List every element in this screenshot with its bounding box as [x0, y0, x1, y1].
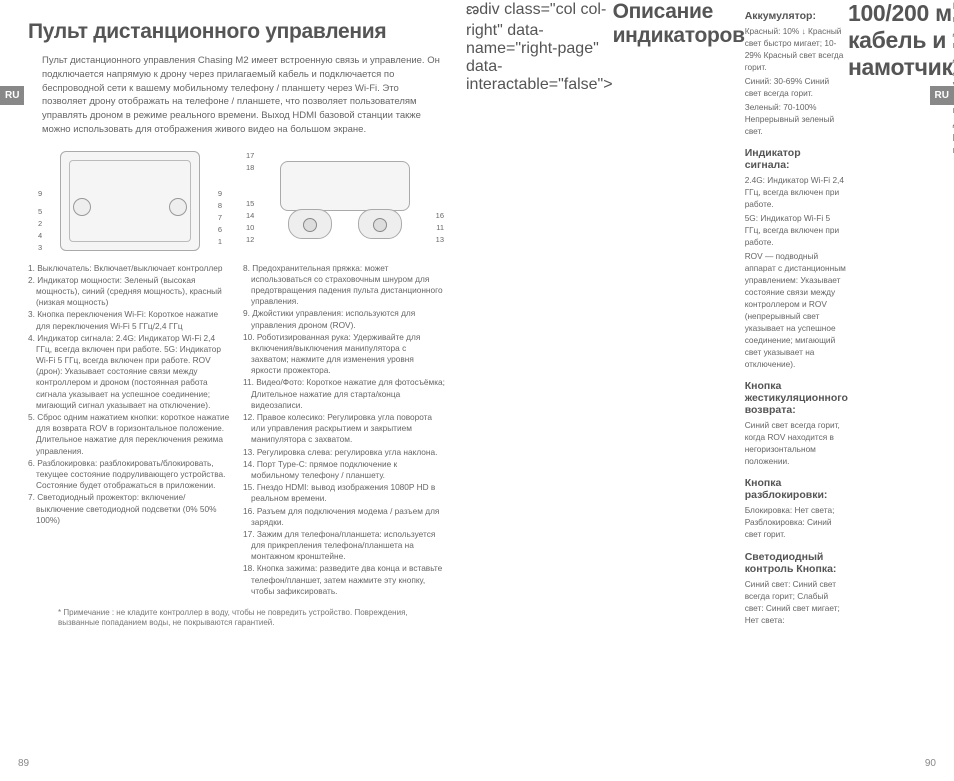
page-number-right: 90 [925, 758, 936, 769]
callout: 14 [246, 211, 254, 220]
legend-item: 15. Гнездо HDMI: вывод изображения 1080P… [243, 482, 446, 504]
legend-item: 1. Выключатель: Включает/выключает контр… [28, 263, 231, 274]
legend-item: 16. Разъем для подключения модема / разъ… [243, 506, 446, 528]
section-title: Светодиодный контроль Кнопка: [745, 551, 848, 575]
controller-front-diagram: 17 18 15 14 10 12 16 11 13 [246, 151, 446, 251]
legend: 1. Выключатель: Включает/выключает контр… [28, 263, 446, 598]
section-line: Синий: 30-69% Синий свет всегда горит. [745, 75, 848, 99]
section-line: ROV — подводный аппарат с дистанционным … [745, 250, 848, 370]
legend-col1: 1. Выключатель: Включает/выключает контр… [28, 263, 231, 598]
indicator-sections: Аккумулятор: Красный: 10% ↓ Красный свет … [745, 0, 848, 781]
callout: 18 [246, 163, 254, 172]
left-title: Пульт дистанционного управления [28, 20, 446, 44]
callout: 16 [436, 211, 444, 220]
section-title: Индикатор сигнала: [745, 147, 848, 171]
left-footnote: * Примечание : не кладите контроллер в в… [28, 608, 446, 629]
callout: 5 [38, 207, 42, 216]
manual-spread: RU Пульт дистанционного управления Пульт… [0, 0, 954, 781]
legend-col2: 8. Предохранительная пряжка: может испол… [243, 263, 446, 598]
legend-item: 12. Правое колесико: Регулировка угла по… [243, 412, 446, 446]
controller-back-diagram: 9 5 2 4 3 9 8 7 6 1 [38, 151, 228, 251]
legend-item: 14. Порт Type-C: прямое подключение к мо… [243, 459, 446, 481]
callout: 9 [218, 189, 222, 198]
callout: 7 [218, 213, 222, 222]
callout: 3 [38, 243, 42, 252]
callout: 13 [436, 235, 444, 244]
legend-item: 6. Разблокировка: разблокировать/блокиро… [28, 458, 231, 492]
section-line: Блокировка: Нет света; Разблокировка: Си… [745, 504, 848, 540]
legend-item: 4. Индикатор сигнала: 2.4G: Индикатор Wi… [28, 333, 231, 411]
section-title: Кнопка разблокировки: [745, 477, 848, 501]
legend-item: 5. Сброс одним нажатием кнопки: короткое… [28, 412, 231, 457]
callout: 17 [246, 151, 254, 160]
legend-item: 3. Кнопка переключения Wi-Fi: Короткое н… [28, 309, 231, 331]
legend-item: 17. Зажим для телефона/планшета: использ… [243, 529, 446, 563]
callout: 9 [38, 189, 42, 198]
callout: 12 [246, 235, 254, 244]
page-number-left: 89 [18, 758, 29, 769]
section-line: 2.4G: Индикатор Wi-Fi 2,4 ГГц, всегда вк… [745, 174, 848, 210]
callout: 15 [246, 199, 254, 208]
callout: 4 [38, 231, 42, 240]
left-page: RU Пульт дистанционного управления Пульт… [0, 0, 466, 781]
section-line: 5G: Индикатор Wi-Fi 5 ГГц, всегда включе… [745, 212, 848, 248]
callout: 10 [246, 223, 254, 232]
legend-item: 10. Роботизированная рука: Удерживайте д… [243, 332, 446, 377]
legend-item: 2. Индикатор мощности: Зеленый (высокая … [28, 275, 231, 309]
legend-item: 7. Светодиодный прожектор: включение/вык… [28, 492, 231, 526]
callout: 11 [436, 223, 444, 232]
section-line: Синий свет всегда горит, когда ROV наход… [745, 419, 848, 467]
section-line: Красный: 10% ↓ Красный свет быстро мигае… [745, 25, 848, 73]
legend-item: 11. Видео/Фото: Короткое нажатие для фот… [243, 377, 446, 411]
legend-item: 18. Кнопка зажима: разведите два конца и… [243, 563, 446, 597]
legend-item: 13. Регулировка слева: регулировка угла … [243, 447, 446, 458]
diagrams: 9 5 2 4 3 9 8 7 6 1 17 18 [28, 151, 446, 251]
lang-badge-left: RU [0, 86, 24, 105]
callout: 8 [218, 201, 222, 210]
legend-item: 8. Предохранительная пряжка: может испол… [243, 263, 446, 308]
right-title-1: Описание индикаторов [613, 0, 745, 771]
section-line: Зеленый: 70-100% Непрерывный зеленый све… [745, 101, 848, 137]
section-line: Синий свет: Синий свет всегда горит; Сла… [745, 578, 848, 626]
callout: 2 [38, 219, 42, 228]
callout: 1 [218, 237, 222, 246]
section-title: Аккумулятор: [745, 10, 848, 22]
left-intro: Пульт дистанционного управления Chasing … [28, 54, 446, 137]
callout: 6 [218, 225, 222, 234]
section-title: Кнопка жестикуляционного возврата: [745, 380, 848, 416]
lang-badge-right: RU [930, 86, 954, 105]
right-title-2: 100/200 м кабель и намотчик [848, 0, 953, 769]
legend-item: 9. Джойстики управления: используются дл… [243, 308, 446, 330]
